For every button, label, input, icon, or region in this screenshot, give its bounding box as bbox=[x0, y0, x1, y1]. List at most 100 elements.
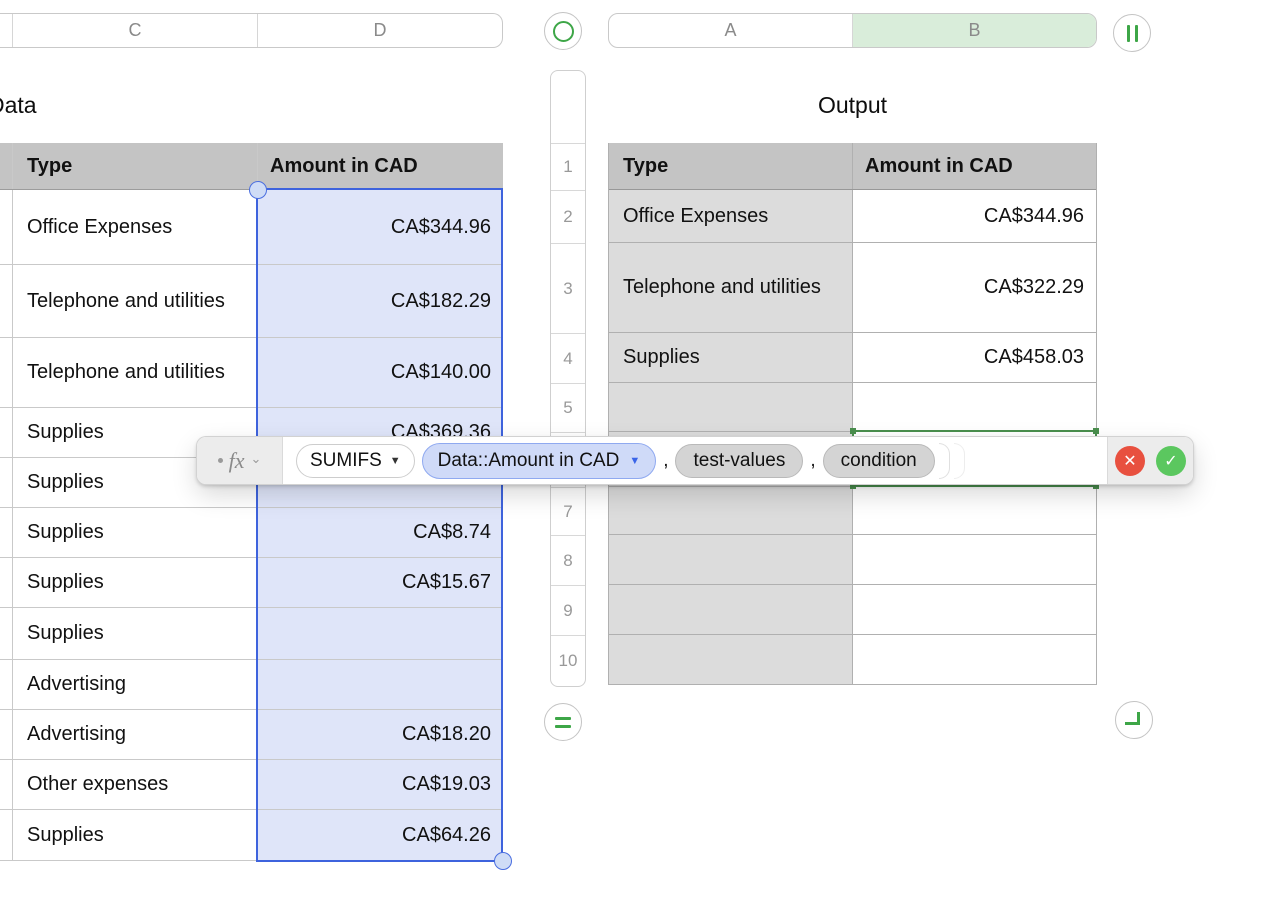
cell-type[interactable]: Supplies bbox=[609, 333, 853, 382]
row-number-10[interactable]: 10 bbox=[558, 651, 578, 670]
formula-fx-section[interactable]: fx ⌄ bbox=[197, 437, 283, 484]
table-row: Advertising CA$18.20 bbox=[0, 710, 503, 760]
output-table-title[interactable]: Output bbox=[817, 92, 888, 118]
column-header-bar-left: C D bbox=[0, 13, 503, 48]
function-token[interactable]: SUMIFS ▼ bbox=[296, 443, 415, 478]
formula-editor: fx ⌄ SUMIFS ▼ Data::Amount in CAD ▼ , te… bbox=[197, 437, 1193, 484]
table-row: Supplies CA$458.03 bbox=[609, 333, 1096, 383]
cell-partial[interactable] bbox=[0, 408, 13, 457]
column-bars-icon bbox=[1126, 24, 1138, 42]
argument-token-condition[interactable]: condition bbox=[822, 443, 935, 478]
cell-amount[interactable] bbox=[853, 585, 1096, 634]
selection-handle-bottom[interactable] bbox=[494, 852, 512, 870]
corner-icon bbox=[1125, 712, 1140, 725]
column-header-c[interactable]: C bbox=[13, 14, 258, 47]
cell-partial[interactable] bbox=[0, 660, 13, 709]
cell-type[interactable] bbox=[609, 535, 853, 584]
cell-amount[interactable]: CA$458.03 bbox=[853, 333, 1096, 382]
cell-partial[interactable] bbox=[0, 338, 13, 407]
cell-partial[interactable] bbox=[0, 508, 13, 557]
header-cell-amount[interactable]: Amount in CAD bbox=[270, 154, 418, 177]
cell-amount[interactable]: CA$19.03 bbox=[258, 760, 503, 809]
cell-type[interactable]: Supplies bbox=[13, 608, 258, 659]
formula-actions-section: ✕ ✓ bbox=[1107, 437, 1193, 484]
cell-type[interactable] bbox=[609, 635, 853, 684]
argument-token-test-values[interactable]: test-values bbox=[675, 443, 804, 478]
header-cell-type[interactable]: Type bbox=[13, 143, 258, 189]
column-header-d[interactable]: D bbox=[373, 20, 387, 40]
column-header-b[interactable]: B bbox=[853, 14, 1096, 47]
row-number-5[interactable]: 5 bbox=[551, 384, 585, 433]
table-select-handle[interactable] bbox=[544, 12, 582, 50]
row-number-4[interactable]: 4 bbox=[551, 334, 585, 384]
table-row-header: Type Amount in CAD bbox=[609, 143, 1096, 190]
header-cell-amount[interactable]: Amount in CAD bbox=[865, 154, 1013, 177]
accept-button[interactable]: ✓ bbox=[1156, 445, 1186, 476]
close-paren-icon bbox=[953, 442, 965, 479]
range-token[interactable]: Data::Amount in CAD ▼ bbox=[421, 442, 657, 479]
check-icon: ✓ bbox=[1164, 452, 1178, 470]
table-row: Supplies CA$15.67 bbox=[0, 558, 503, 608]
cell-amount[interactable]: CA$140.00 bbox=[258, 338, 503, 407]
header-cell-type[interactable]: Type bbox=[609, 143, 853, 189]
row-number-blank[interactable] bbox=[551, 71, 585, 144]
cell-type[interactable] bbox=[609, 487, 853, 534]
cell-partial[interactable] bbox=[0, 265, 13, 337]
cell-amount[interactable]: CA$64.26 bbox=[258, 810, 503, 860]
row-number-7[interactable]: 7 bbox=[551, 488, 585, 536]
cell-partial[interactable] bbox=[0, 810, 13, 860]
cell-amount[interactable] bbox=[853, 635, 1096, 684]
header-cell-partial[interactable] bbox=[0, 143, 13, 189]
cell-type[interactable]: Telephone and utilities bbox=[609, 243, 853, 332]
cell-type[interactable]: Telephone and utilities bbox=[13, 265, 258, 337]
cell-type[interactable] bbox=[609, 383, 853, 431]
selection-handle-top[interactable] bbox=[249, 181, 267, 199]
cell-amount[interactable]: CA$182.29 bbox=[258, 265, 503, 337]
column-header-bar-right: A B bbox=[608, 13, 1097, 48]
cell-type[interactable]: Other expenses bbox=[13, 760, 258, 809]
cell-type[interactable]: Advertising bbox=[13, 660, 258, 709]
cancel-button[interactable]: ✕ bbox=[1115, 445, 1145, 476]
cell-amount[interactable]: CA$344.96 bbox=[258, 190, 503, 264]
cell-type[interactable] bbox=[609, 585, 853, 634]
table-handle-ring-icon bbox=[552, 20, 574, 42]
fx-icon: fx bbox=[228, 447, 245, 473]
cell-type[interactable]: Advertising bbox=[13, 710, 258, 759]
cell-type[interactable]: Supplies bbox=[13, 558, 258, 607]
cell-type[interactable]: Office Expenses bbox=[609, 190, 853, 242]
cell-amount[interactable]: CA$344.96 bbox=[853, 190, 1096, 242]
cell-partial[interactable] bbox=[0, 190, 13, 264]
cell-partial[interactable] bbox=[0, 760, 13, 809]
data-table-title[interactable]: Data bbox=[0, 92, 37, 118]
cell-amount[interactable] bbox=[853, 487, 1096, 534]
column-header-partial[interactable] bbox=[0, 14, 13, 47]
cell-amount[interactable] bbox=[853, 535, 1096, 584]
cell-amount[interactable] bbox=[853, 383, 1096, 431]
cell-partial[interactable] bbox=[0, 558, 13, 607]
cell-amount[interactable] bbox=[258, 608, 503, 659]
cell-partial[interactable] bbox=[0, 458, 13, 507]
cell-amount[interactable]: CA$18.20 bbox=[258, 710, 503, 759]
add-column-handle[interactable] bbox=[1113, 14, 1151, 52]
row-number-1[interactable]: 1 bbox=[551, 144, 585, 191]
column-header-a[interactable]: A bbox=[609, 14, 853, 47]
cell-partial[interactable] bbox=[0, 608, 13, 659]
row-number-3[interactable]: 3 bbox=[551, 244, 585, 334]
cell-amount[interactable]: CA$322.29 bbox=[853, 243, 1096, 332]
cell-amount[interactable]: CA$15.67 bbox=[258, 558, 503, 607]
cell-type[interactable]: Supplies bbox=[13, 508, 258, 557]
table-row bbox=[609, 383, 1096, 432]
formula-input-area[interactable]: SUMIFS ▼ Data::Amount in CAD ▼ , test-va… bbox=[283, 437, 1107, 484]
table-row bbox=[609, 535, 1096, 585]
row-number-9[interactable]: 9 bbox=[551, 586, 585, 636]
cell-type[interactable]: Office Expenses bbox=[13, 190, 258, 264]
cell-partial[interactable] bbox=[0, 710, 13, 759]
row-number-2[interactable]: 2 bbox=[551, 191, 585, 244]
resize-table-handle[interactable] bbox=[1115, 701, 1153, 739]
cell-amount[interactable]: CA$8.74 bbox=[258, 508, 503, 557]
cell-type[interactable]: Supplies bbox=[13, 810, 258, 860]
add-row-handle[interactable] bbox=[544, 703, 582, 741]
cell-amount[interactable] bbox=[258, 660, 503, 709]
cell-type[interactable]: Telephone and utilities bbox=[13, 338, 258, 407]
row-number-8[interactable]: 8 bbox=[551, 536, 585, 586]
